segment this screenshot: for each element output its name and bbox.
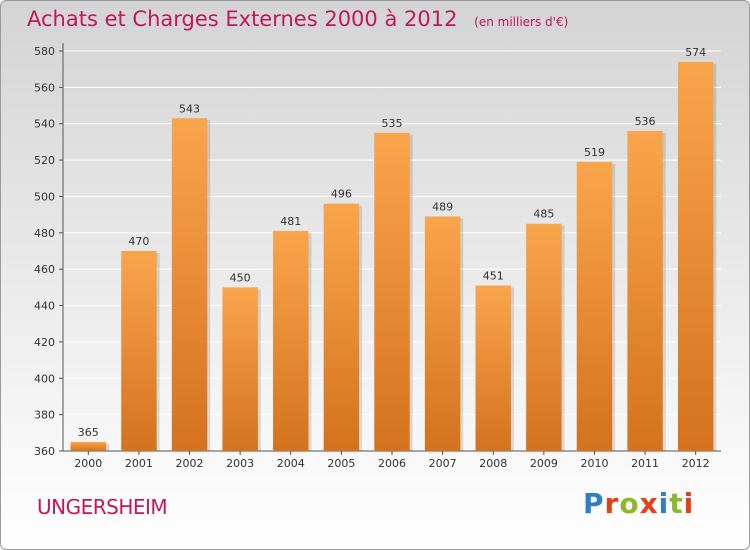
y-tick-label: 420: [34, 336, 55, 349]
bars: [70, 61, 717, 452]
bar-value-label: 535: [382, 117, 403, 130]
logo-letter: P: [583, 487, 605, 520]
bar-value-label: 536: [635, 115, 656, 128]
bar-value-label: 470: [128, 235, 149, 248]
bar: [677, 61, 714, 452]
bar-value-label: 481: [280, 215, 301, 228]
x-tick-label: 2012: [682, 457, 710, 470]
bar-value-label: 450: [230, 271, 251, 284]
bar-value-label: 489: [432, 200, 453, 213]
bar: [273, 231, 309, 451]
x-tick-label: 2011: [631, 457, 659, 470]
y-tick-label: 560: [34, 81, 55, 94]
bar: [424, 216, 461, 451]
bar-value-label: 519: [584, 146, 605, 159]
y-tick-label: 380: [34, 409, 55, 422]
bar-value-label: 365: [78, 426, 99, 439]
bar: [121, 251, 157, 451]
logo-letter: i: [658, 487, 670, 520]
logo-letter: o: [619, 487, 640, 520]
x-tick-label: 2010: [580, 457, 608, 470]
y-tick-label: 500: [34, 190, 55, 203]
x-tick-label: 2007: [429, 457, 457, 470]
place-name: UNGERSHEIM: [37, 495, 168, 519]
x-tick-label: 2001: [125, 457, 153, 470]
labels: 360 380 400 420 440 460 480 500 520 540 560 580 365 2…: [34, 45, 710, 470]
x-tick-label: 2006: [378, 457, 406, 470]
x-tick-label: 2008: [479, 457, 507, 470]
y-tick-label: 360: [34, 445, 55, 458]
bar: [475, 285, 511, 451]
bar: [526, 223, 562, 451]
bar-value-label: 496: [331, 188, 352, 201]
logo-letter: t: [669, 487, 684, 520]
bar: [222, 287, 258, 451]
bar-value-label: 451: [483, 270, 504, 283]
bar: [576, 161, 613, 451]
logo-letter: i: [683, 487, 695, 520]
bar: [627, 131, 663, 451]
bar-value-label: 543: [179, 102, 200, 115]
bar: [323, 203, 360, 451]
y-tick-label: 540: [34, 118, 55, 131]
y-tick-label: 580: [34, 45, 55, 58]
x-tick-label: 2009: [530, 457, 558, 470]
x-tick-label: 2004: [277, 457, 305, 470]
x-tick-label: 2000: [74, 457, 102, 470]
y-tick-label: 400: [34, 372, 55, 385]
chart-subtitle: (en milliers d'€): [474, 15, 569, 29]
y-tick-label: 480: [34, 227, 55, 240]
logo-letter: r: [604, 487, 620, 520]
proxiti-logo: Proxiti: [583, 487, 694, 520]
chart-title-text: Achats et Charges Externes 2000 à 2012: [27, 7, 458, 31]
bar: [70, 441, 107, 451]
x-tick-label: 2002: [176, 457, 204, 470]
y-tick-label: 520: [34, 154, 55, 167]
bar-value-label: 574: [685, 46, 706, 59]
chart-title: Achats et Charges Externes 2000 à 2012 (…: [27, 7, 568, 31]
x-tick-label: 2005: [327, 457, 355, 470]
bar: [374, 132, 410, 451]
y-tick-label: 440: [34, 300, 55, 313]
bar: [171, 118, 208, 451]
logo-letter: x: [639, 487, 659, 520]
bar-value-label: 485: [533, 208, 554, 221]
x-tick-label: 2003: [226, 457, 254, 470]
y-tick-label: 460: [34, 263, 55, 276]
